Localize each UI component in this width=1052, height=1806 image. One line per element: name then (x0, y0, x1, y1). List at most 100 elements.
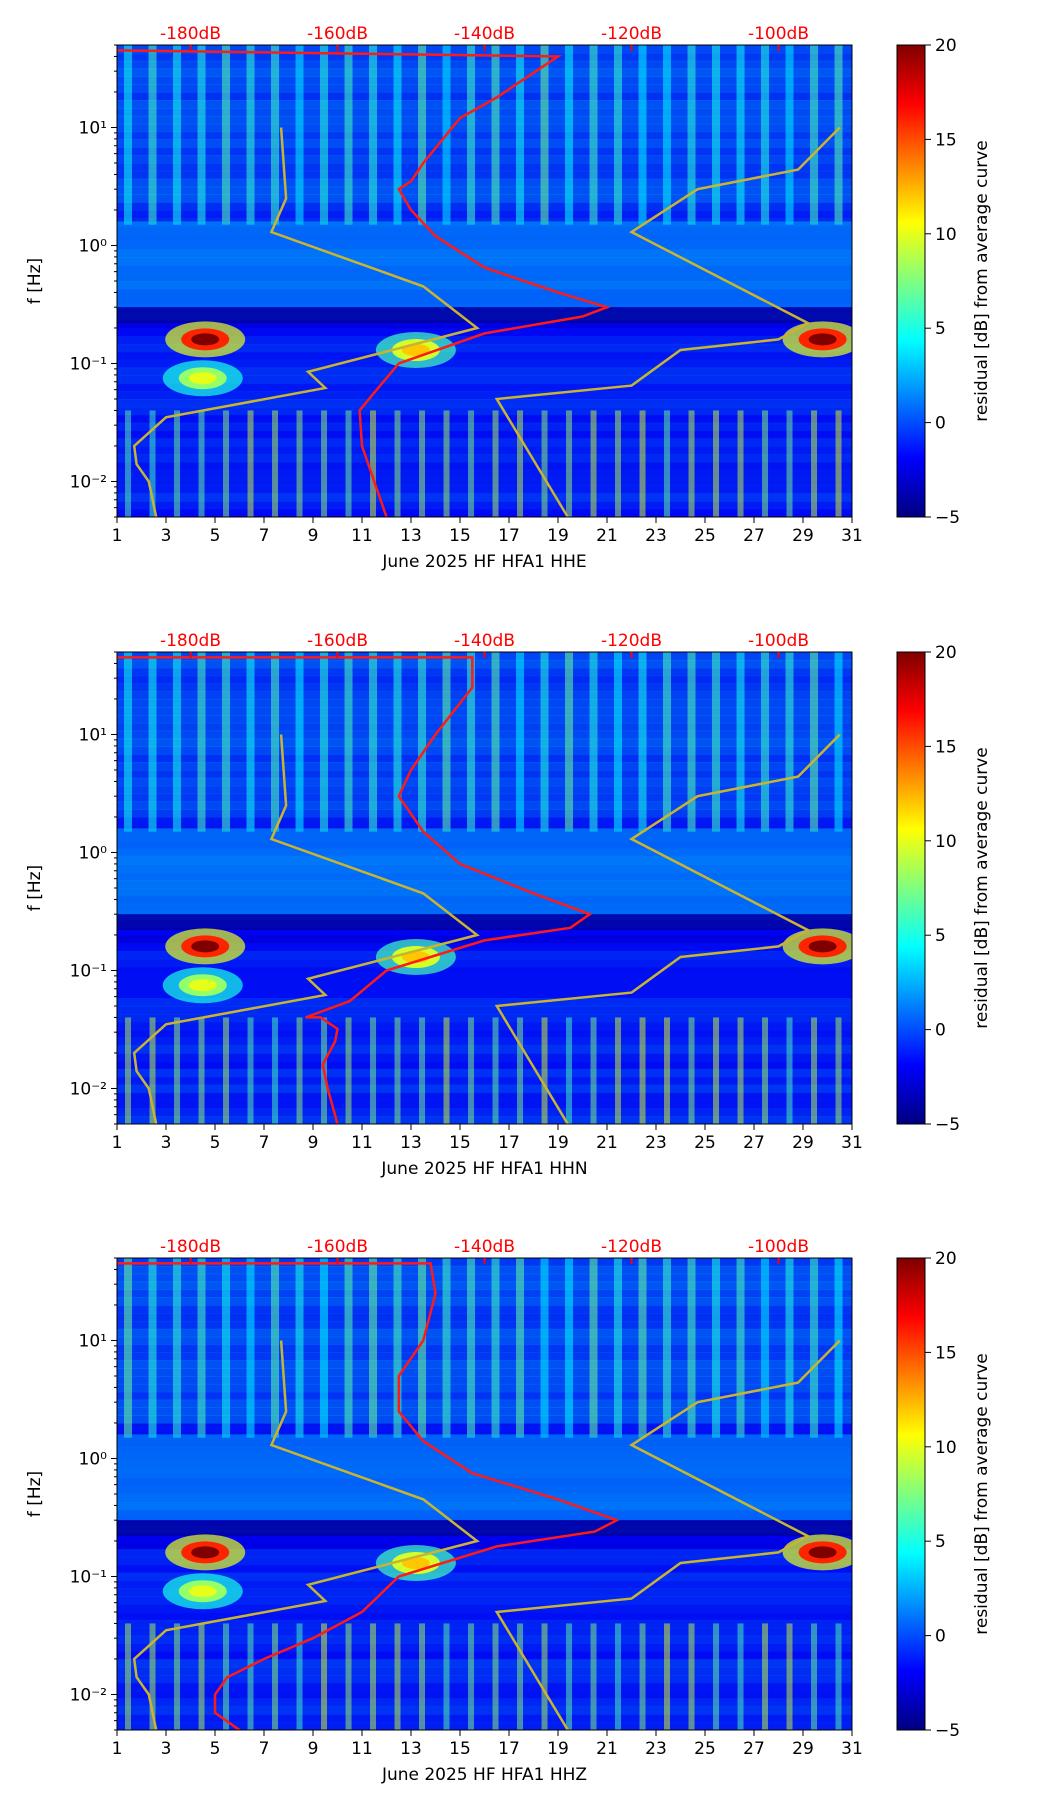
model-curve-1 (132, 1340, 480, 1730)
x-tick-label: 9 (308, 1133, 319, 1153)
x-tick-label: 23 (645, 1133, 667, 1153)
x-tick-label: 21 (596, 526, 618, 546)
x-tick-label: 1 (112, 526, 123, 546)
x-tick-label: 29 (792, 1739, 814, 1759)
y-tick-label: 10⁻² (70, 472, 107, 492)
x-tick-label: 29 (792, 526, 814, 546)
y-tick-label: 10¹ (79, 1331, 107, 1351)
hotspot-core-2 (188, 1585, 217, 1598)
colorbar-tick-label: 5 (935, 319, 946, 339)
y-tick-label: 10¹ (79, 118, 107, 138)
x-tick-label: 11 (351, 1133, 373, 1153)
colorbar-tick-label: −5 (935, 508, 960, 528)
colorbar (896, 1257, 926, 1731)
hotspot-core-0 (191, 1546, 220, 1559)
heatmap (117, 45, 852, 517)
hotspot-core-0 (191, 333, 220, 346)
x-tick-label: 7 (259, 1133, 270, 1153)
x-tick-label: 13 (400, 526, 422, 546)
colorbar-label: residual [dB] from average curve (972, 1353, 992, 1634)
y-tick-label: 10¹ (79, 725, 107, 745)
colorbar-tick-label: 20 (935, 36, 957, 56)
y-axis-title: f [Hz] (25, 865, 45, 911)
x-tick-label: 11 (351, 526, 373, 546)
x-tick-label: 17 (498, 526, 520, 546)
top-db-label: -100dB (748, 24, 809, 44)
hotspot-core-3 (401, 344, 430, 357)
x-tick-label: 31 (841, 1133, 863, 1153)
x-tick-label: 29 (792, 1133, 814, 1153)
panel-3: 1 3 5 7 9 11 13 15 17 19 21 23 25 27 29 3110⁻²10⁻¹10⁰10… (25, 1237, 992, 1785)
x-tick-label: 5 (210, 1739, 221, 1759)
top-db-label: -140dB (454, 1237, 515, 1257)
colorbar-tick-label: −5 (935, 1115, 960, 1135)
hotspot-core-0 (191, 940, 220, 953)
x-tick-label: 25 (694, 1133, 716, 1153)
hotspot-core-1 (808, 940, 837, 953)
x-tick-label: 21 (596, 1739, 618, 1759)
y-tick-label: 10⁰ (79, 236, 108, 256)
x-tick-label: 9 (308, 526, 319, 546)
x-tick-label: 25 (694, 1739, 716, 1759)
top-db-label: -120dB (601, 24, 662, 44)
colorbar-tick-label: 5 (935, 1532, 946, 1552)
y-tick-label: 10⁻¹ (70, 961, 107, 981)
top-db-label: -180dB (160, 1237, 221, 1257)
x-tick-label: 25 (694, 526, 716, 546)
x-tick-label: 15 (449, 1739, 471, 1759)
x-tick-label: 27 (743, 1739, 765, 1759)
top-db-label: -160dB (307, 24, 368, 44)
x-tick-label: 31 (841, 526, 863, 546)
x-tick-label: 9 (308, 1739, 319, 1759)
x-tick-label: 19 (547, 1133, 569, 1153)
x-axis-title: June 2025 HF HFA1 HHE (381, 552, 586, 572)
x-tick-label: 23 (645, 1739, 667, 1759)
colorbar (896, 44, 926, 518)
colorbar-tick-label: 15 (935, 737, 957, 757)
x-tick-label: 23 (645, 526, 667, 546)
panel-1: 1 3 5 7 9 11 13 15 17 19 21 23 25 27 29 3110⁻²10⁻¹10⁰10… (25, 24, 992, 572)
x-tick-label: 3 (161, 526, 172, 546)
colorbar-tick-label: 10 (935, 832, 957, 852)
y-axis-title: f [Hz] (25, 258, 45, 304)
model-curve-2 (494, 126, 841, 517)
x-tick-label: 7 (259, 526, 270, 546)
y-tick-label: 10⁰ (79, 843, 108, 863)
x-tick-label: 19 (547, 526, 569, 546)
x-tick-label: 21 (596, 1133, 618, 1153)
x-tick-label: 11 (351, 1739, 373, 1759)
y-tick-label: 10⁻¹ (70, 354, 107, 374)
x-tick-label: 31 (841, 1739, 863, 1759)
hotspot-core-2 (188, 372, 217, 385)
x-tick-label: 19 (547, 1739, 569, 1759)
x-tick-label: 27 (743, 526, 765, 546)
colorbar-tick-label: 15 (935, 130, 957, 150)
model-curve-1 (132, 127, 480, 517)
colorbar-tick-label: 20 (935, 643, 957, 663)
colorbar-tick-label: 5 (935, 926, 946, 946)
colorbar-tick-label: 20 (935, 1249, 957, 1269)
colorbar-label: residual [dB] from average curve (972, 140, 992, 421)
y-tick-label: 10⁻¹ (70, 1567, 107, 1587)
x-axis-title: June 2025 HF HFA1 HHN (380, 1159, 587, 1179)
hotspot-core-2 (188, 979, 217, 992)
psd-curve (117, 49, 611, 517)
top-db-label: -140dB (454, 24, 515, 44)
x-tick-label: 13 (400, 1133, 422, 1153)
model-curve-1 (132, 734, 480, 1124)
colorbar-tick-label: 0 (935, 1627, 946, 1647)
top-db-label: -180dB (160, 631, 221, 651)
colorbar-tick-label: −5 (935, 1721, 960, 1741)
y-tick-label: 10⁰ (79, 1449, 108, 1469)
colorbar-label: residual [dB] from average curve (972, 747, 992, 1028)
top-db-label: -100dB (748, 631, 809, 651)
colorbar (896, 651, 926, 1125)
x-tick-label: 5 (210, 1133, 221, 1153)
x-tick-label: 27 (743, 1133, 765, 1153)
psd-curve (117, 656, 593, 1124)
heatmap (117, 652, 852, 1124)
heatmap (117, 1258, 852, 1730)
x-axis-title: June 2025 HF HFA1 HHZ (381, 1765, 587, 1785)
top-db-label: -160dB (307, 631, 368, 651)
